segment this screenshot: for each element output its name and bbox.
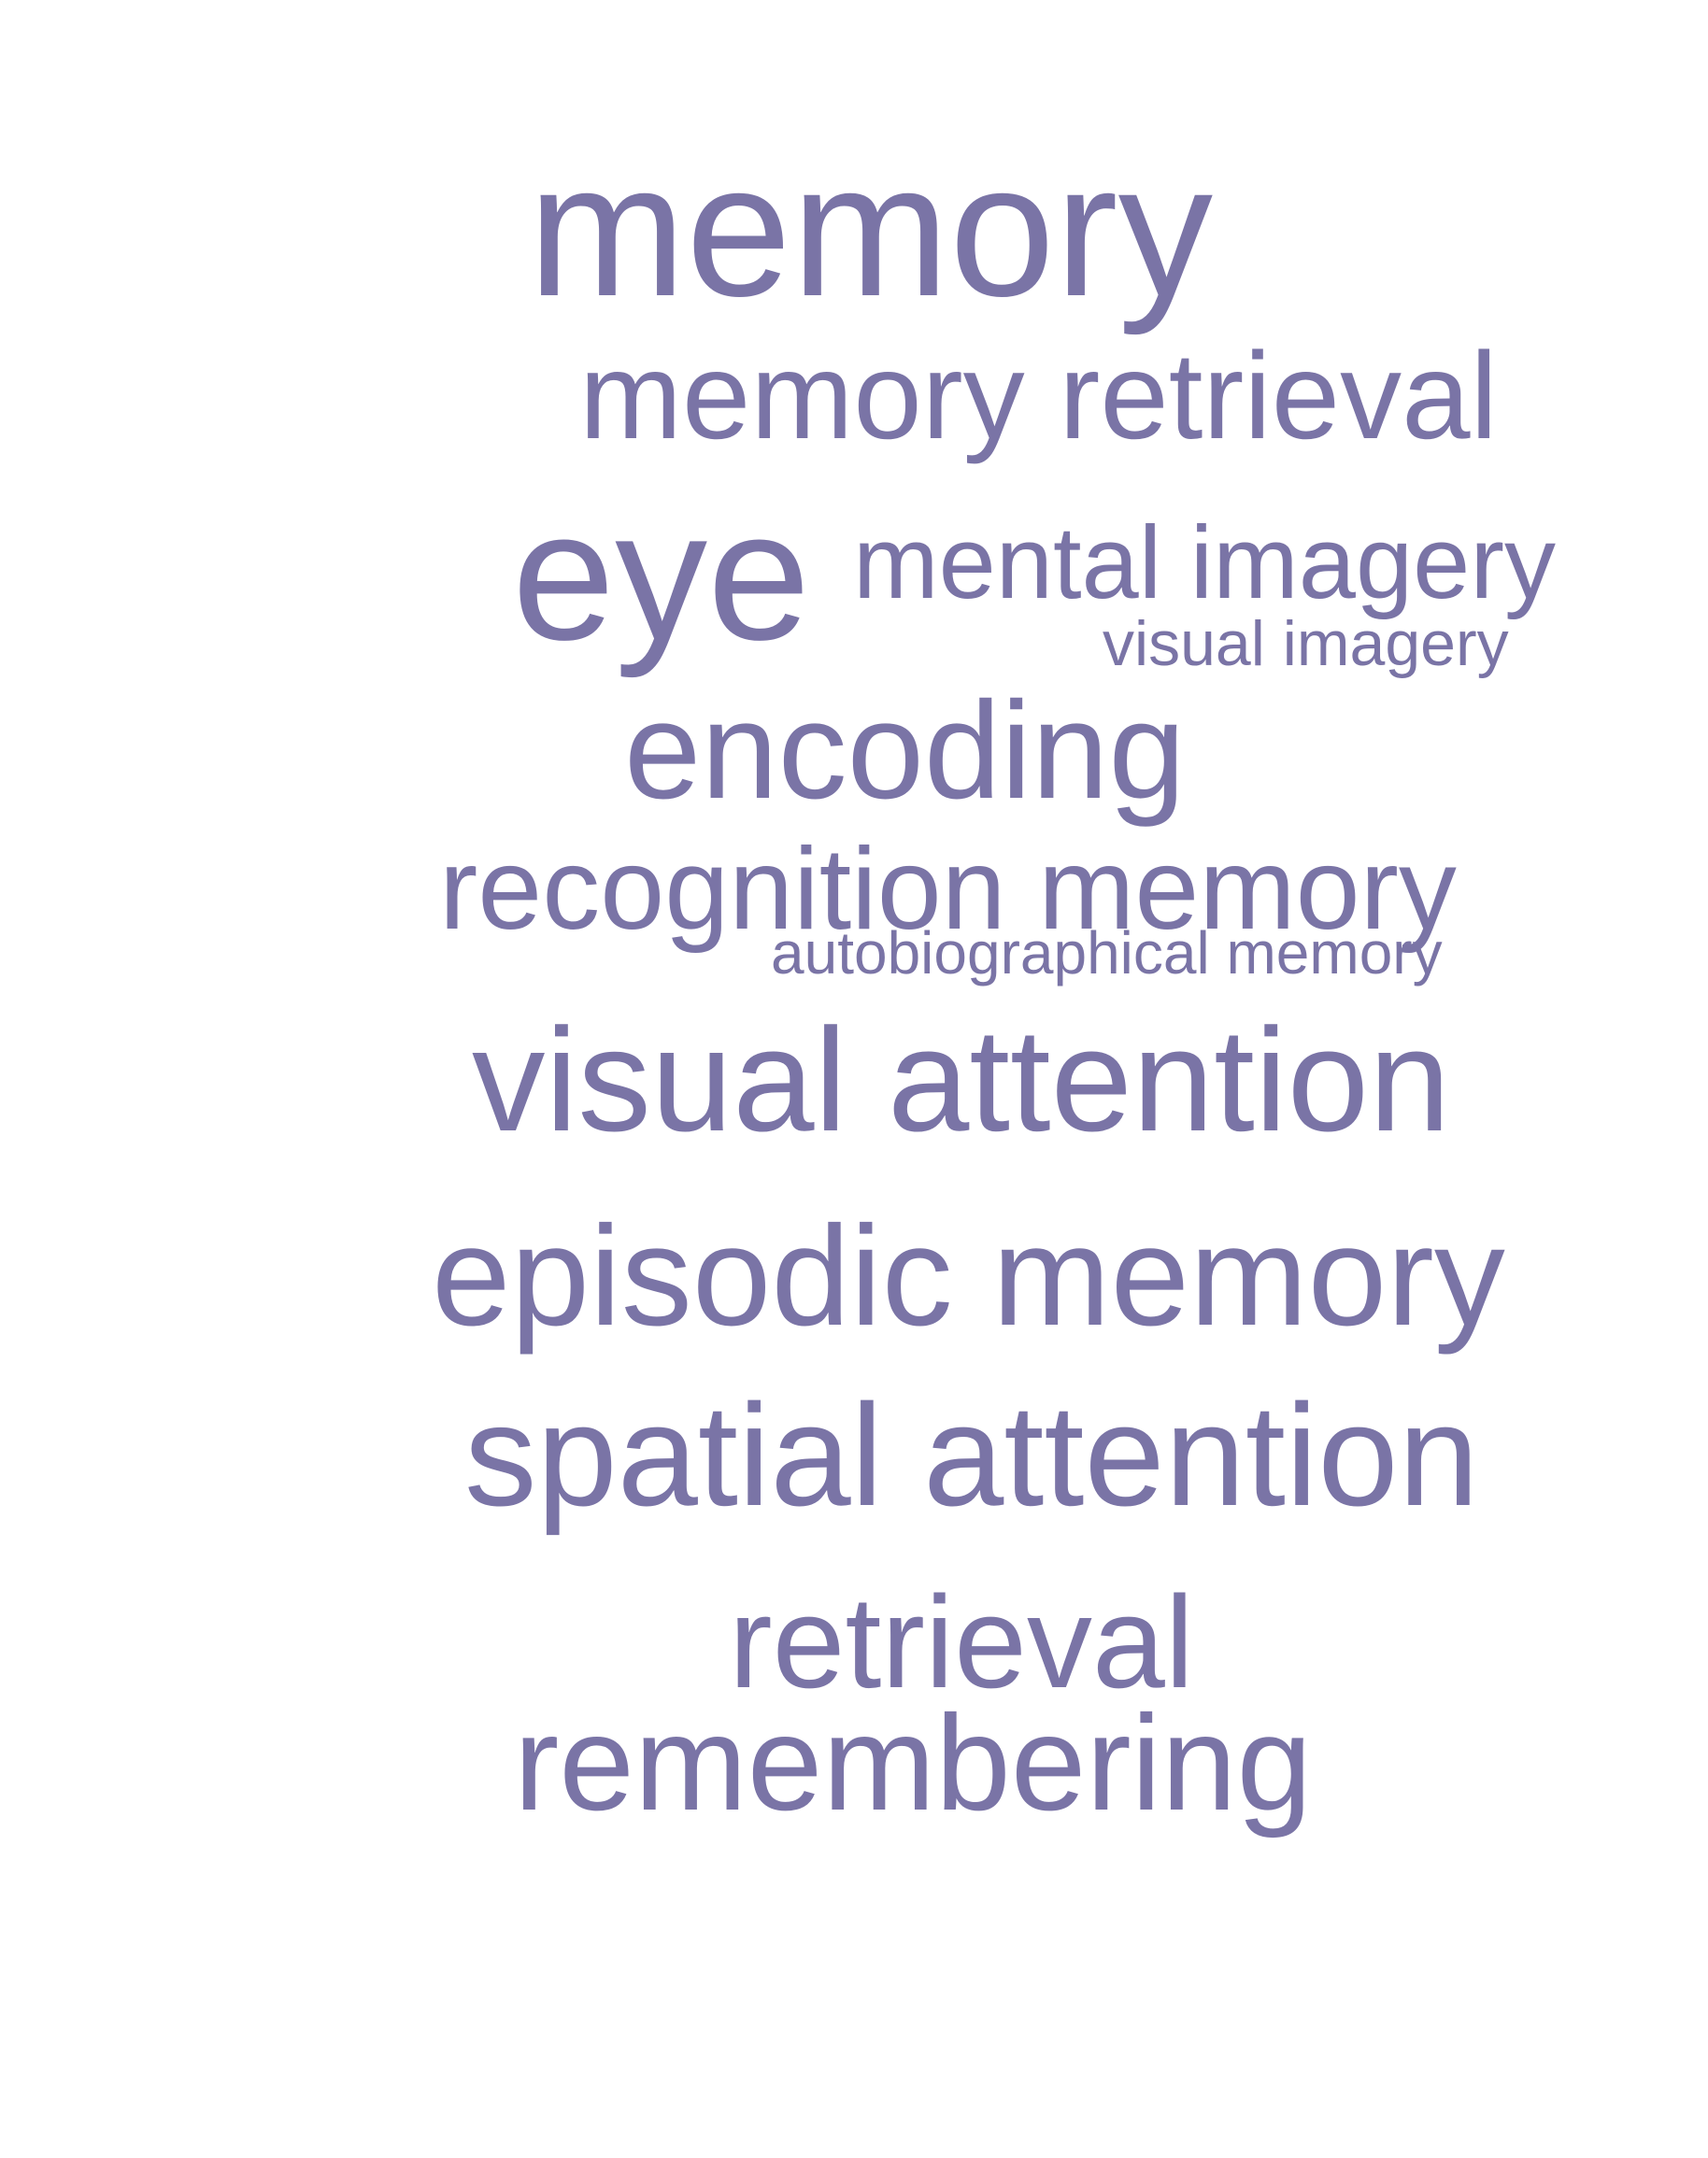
word-remembering: remembering: [514, 1687, 1313, 1839]
word-retrieval: retrieval: [729, 1569, 1194, 1715]
word-recognition-memory: recognition memory: [439, 825, 1457, 954]
word-memory: memory: [528, 124, 1214, 336]
word-autobiographical-memory: autobiographical memory: [771, 919, 1443, 987]
word-mental-imagery: mental imagery: [853, 505, 1556, 620]
word-spatial-attention: spatial attention: [464, 1374, 1479, 1536]
word-visual-imagery: visual imagery: [1103, 608, 1509, 679]
word-memory-retrieval: memory retrieval: [579, 327, 1498, 464]
word-eye: eye: [512, 472, 811, 678]
word-visual-attention: visual attention: [472, 999, 1451, 1162]
word-encoding: encoding: [624, 674, 1186, 828]
word-episodic-memory: episodic memory: [432, 1197, 1505, 1356]
